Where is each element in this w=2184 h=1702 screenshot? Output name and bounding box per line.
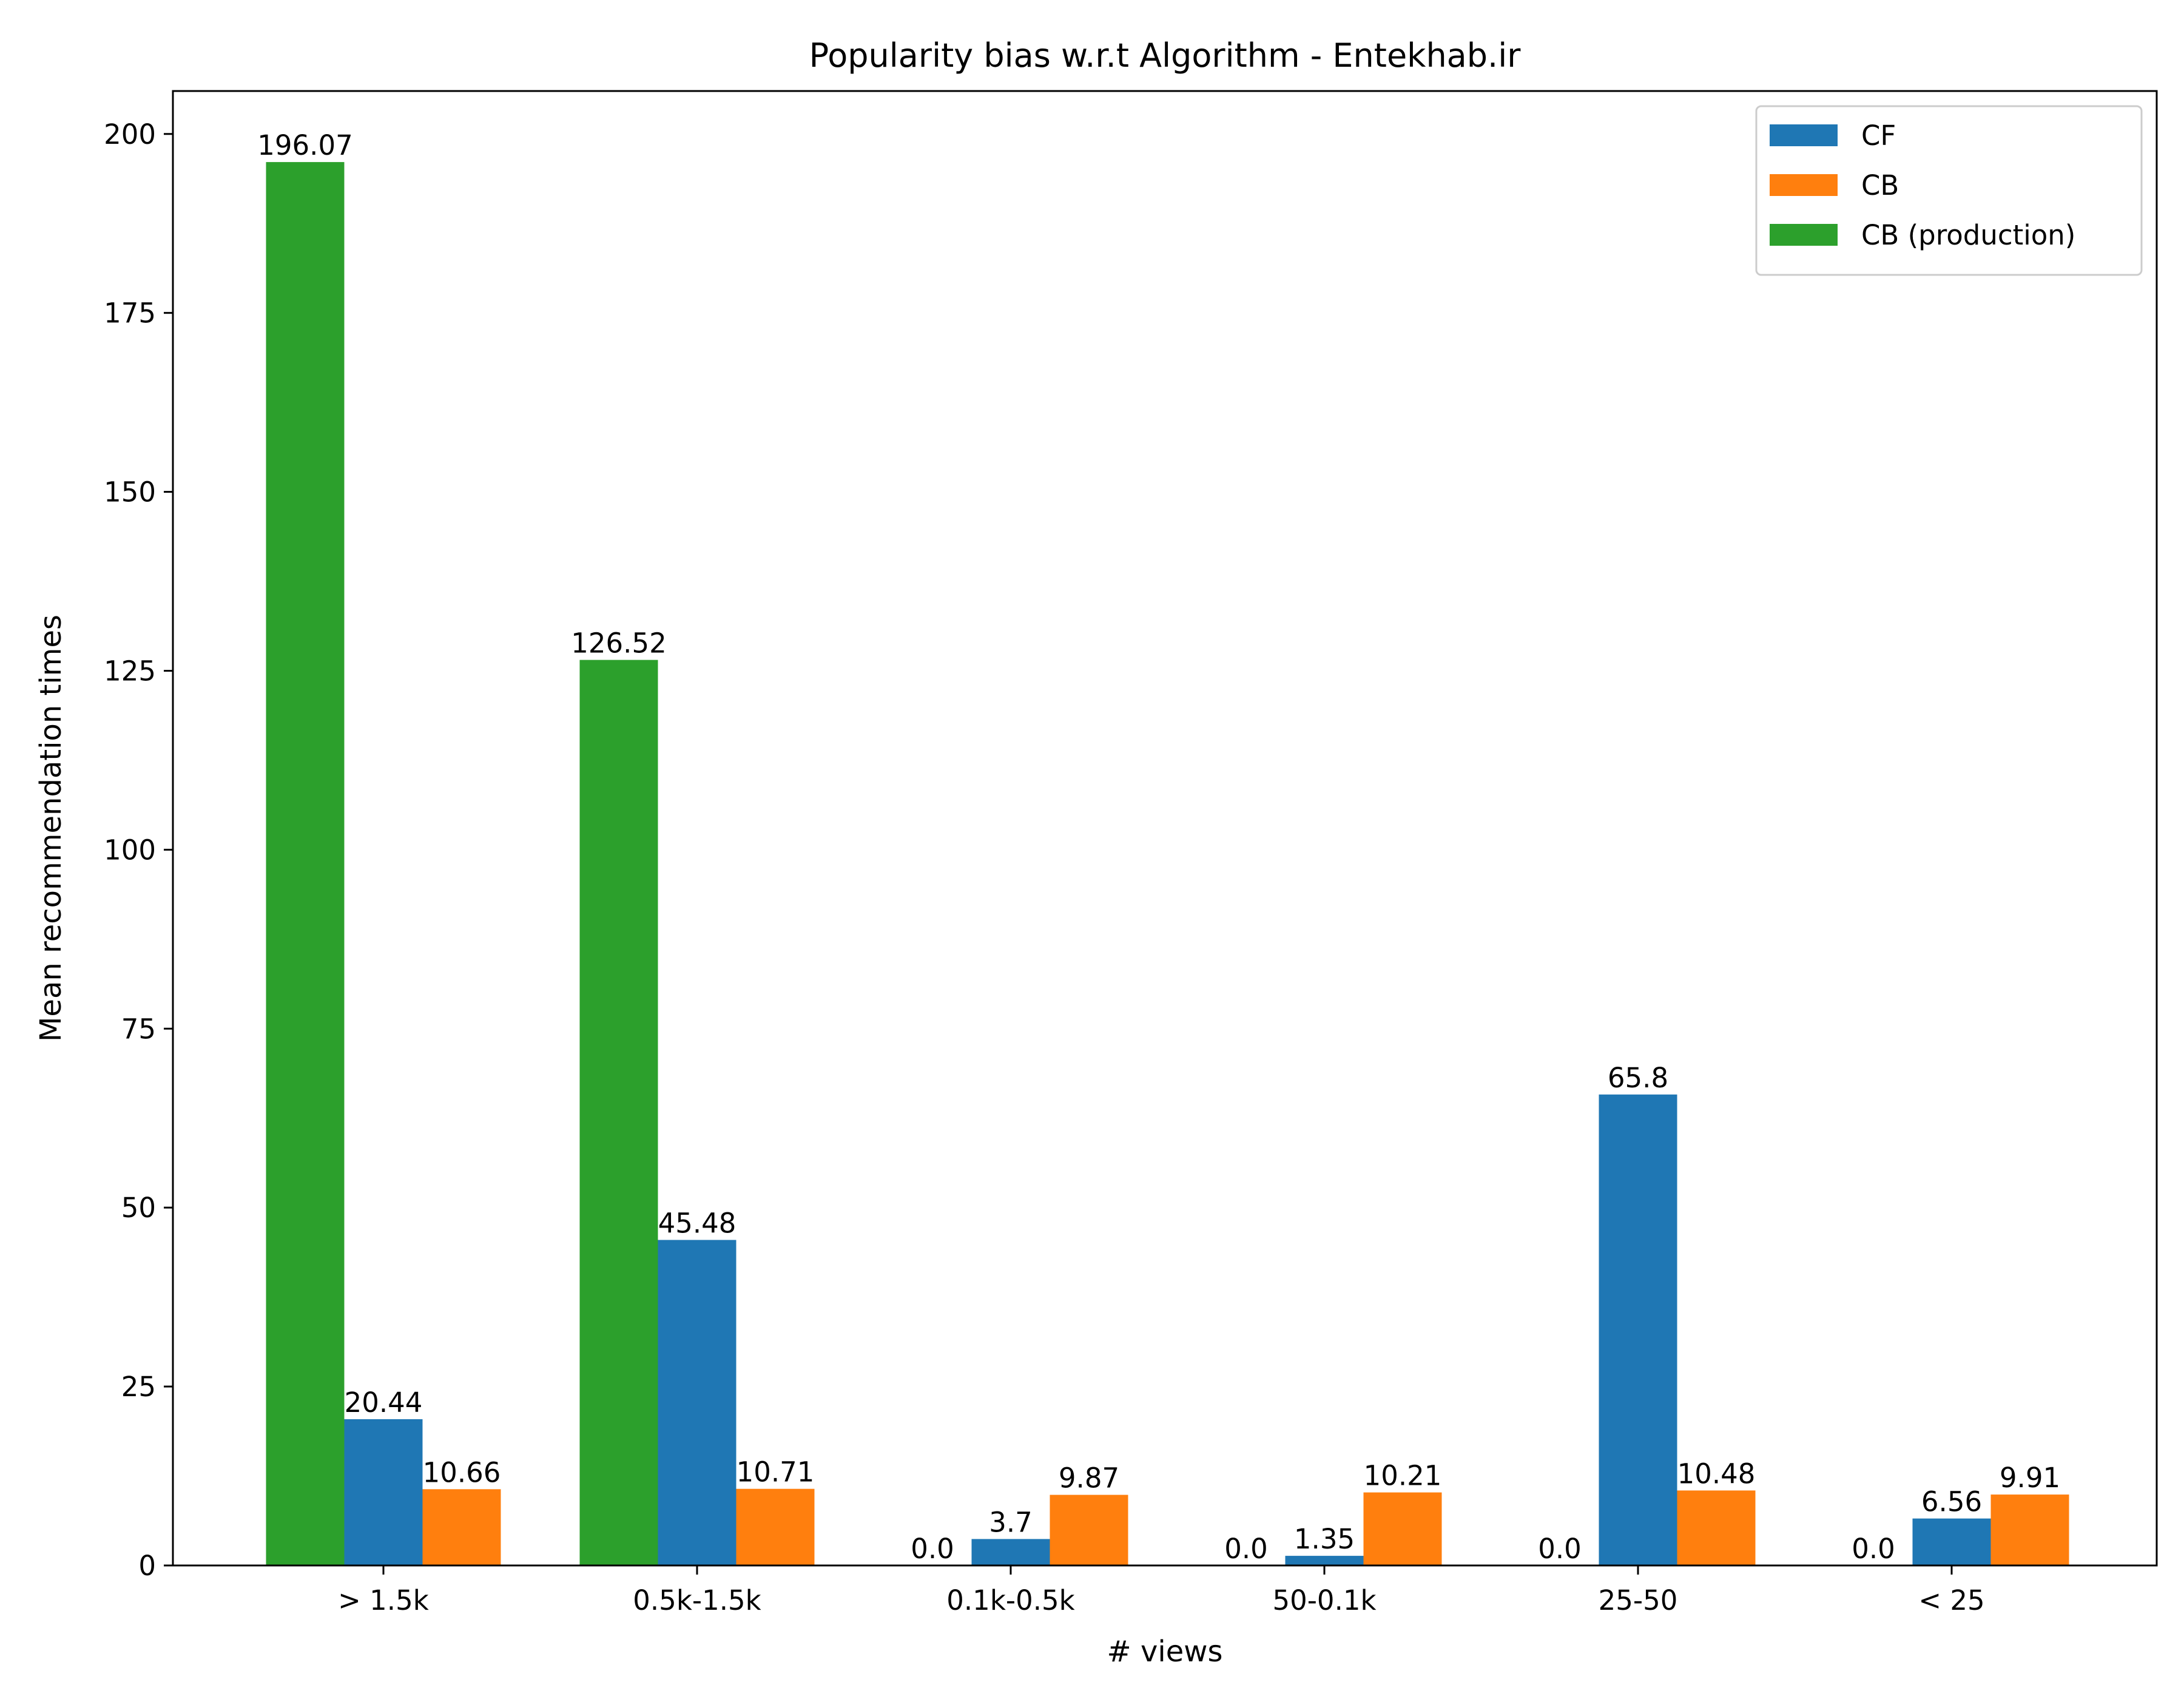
legend-label-cf: CF	[1861, 120, 1896, 152]
bar-cb-production-2	[579, 660, 658, 1565]
x-tick-label: 0.1k-0.5k	[946, 1584, 1075, 1616]
x-tick-label: < 25	[1918, 1584, 1984, 1616]
legend-label-cb: CB	[1861, 169, 1899, 201]
x-axis-label: # views	[1107, 1635, 1222, 1669]
bar-cb-1	[422, 1489, 501, 1565]
x-tick-label: 0.5k-1.5k	[633, 1584, 761, 1616]
bar-cb-5	[1677, 1490, 1756, 1565]
bar-cb-2	[736, 1488, 815, 1565]
chart-title: Popularity bias w.r.t Algorithm - Entekh…	[809, 36, 1522, 75]
bar-value-label: 9.91	[2000, 1462, 2060, 1494]
bar-cf-2	[658, 1240, 736, 1565]
y-axis-label: Mean recommendation times	[34, 615, 68, 1042]
bar-value-label: 126.52	[571, 627, 666, 660]
bar-cb-4	[1363, 1492, 1442, 1565]
bar-value-label: 1.35	[1294, 1523, 1355, 1555]
bar-value-label: 65.8	[1608, 1062, 1668, 1094]
bar-value-label: 3.7	[989, 1506, 1033, 1538]
y-tick-label: 0	[138, 1550, 156, 1582]
bar-value-label: 45.48	[658, 1207, 736, 1240]
y-tick-label: 50	[121, 1192, 156, 1224]
bar-value-label: 10.66	[423, 1456, 501, 1488]
plot-area-frame	[172, 90, 2158, 1567]
y-tick-label: 175	[104, 297, 156, 329]
y-tick-label: 100	[104, 834, 156, 866]
bar-cb-6	[1990, 1494, 2069, 1565]
y-tick-label: 200	[104, 118, 156, 150]
y-axis: 0 25 50 75 100 125 150 175 200	[104, 118, 173, 1582]
legend-label-cb-production: CB (production)	[1861, 219, 2075, 251]
bar-value-label: 0.0	[1224, 1533, 1268, 1565]
bar-cf-1	[344, 1419, 423, 1565]
bar-value-label: 6.56	[1921, 1486, 1982, 1518]
legend-swatch-cb-production	[1770, 224, 1838, 246]
bars-layer	[266, 162, 2069, 1565]
x-tick-label: 25-50	[1599, 1584, 1678, 1616]
bar-cf-3	[971, 1539, 1050, 1565]
x-tick-label: > 1.5k	[338, 1584, 429, 1616]
bar-value-label: 0.0	[1852, 1533, 1895, 1565]
bar-value-label: 20.44	[345, 1386, 423, 1419]
bar-cf-5	[1599, 1094, 1677, 1565]
bar-value-label: 196.07	[257, 129, 352, 161]
y-tick-label: 125	[104, 655, 156, 687]
bar-value-label: 9.87	[1059, 1462, 1119, 1494]
bar-value-label: 0.0	[1538, 1533, 1582, 1565]
bar-value-label: 10.21	[1364, 1460, 1442, 1492]
x-axis: > 1.5k 0.5k-1.5k 0.1k-0.5k 50-0.1k 25-50 < 25	[338, 1565, 1985, 1616]
y-tick-label: 75	[121, 1013, 156, 1045]
bar-value-label: 0.0	[911, 1533, 954, 1565]
bar-value-label: 10.71	[736, 1456, 815, 1488]
bar-cf-6	[1912, 1518, 1991, 1565]
x-tick-label: 50-0.1k	[1272, 1584, 1376, 1616]
bar-cf-4	[1285, 1556, 1364, 1565]
bar-value-label: 10.48	[1677, 1457, 1756, 1490]
legend-swatch-cf	[1770, 124, 1838, 146]
bar-labels-layer: 196.07 126.52 0.0 0.0 0.0 0.0 20.44 45.48 3.7 1.3…	[257, 129, 2060, 1565]
bar-cb-3	[1050, 1494, 1128, 1565]
bar-cb-production-1	[266, 162, 345, 1565]
legend-box	[1755, 105, 2143, 276]
legend: CF CB CB (production)	[1755, 105, 2143, 276]
y-tick-label: 150	[104, 476, 156, 508]
y-tick-label: 25	[121, 1371, 156, 1403]
legend-swatch-cb	[1770, 174, 1838, 196]
